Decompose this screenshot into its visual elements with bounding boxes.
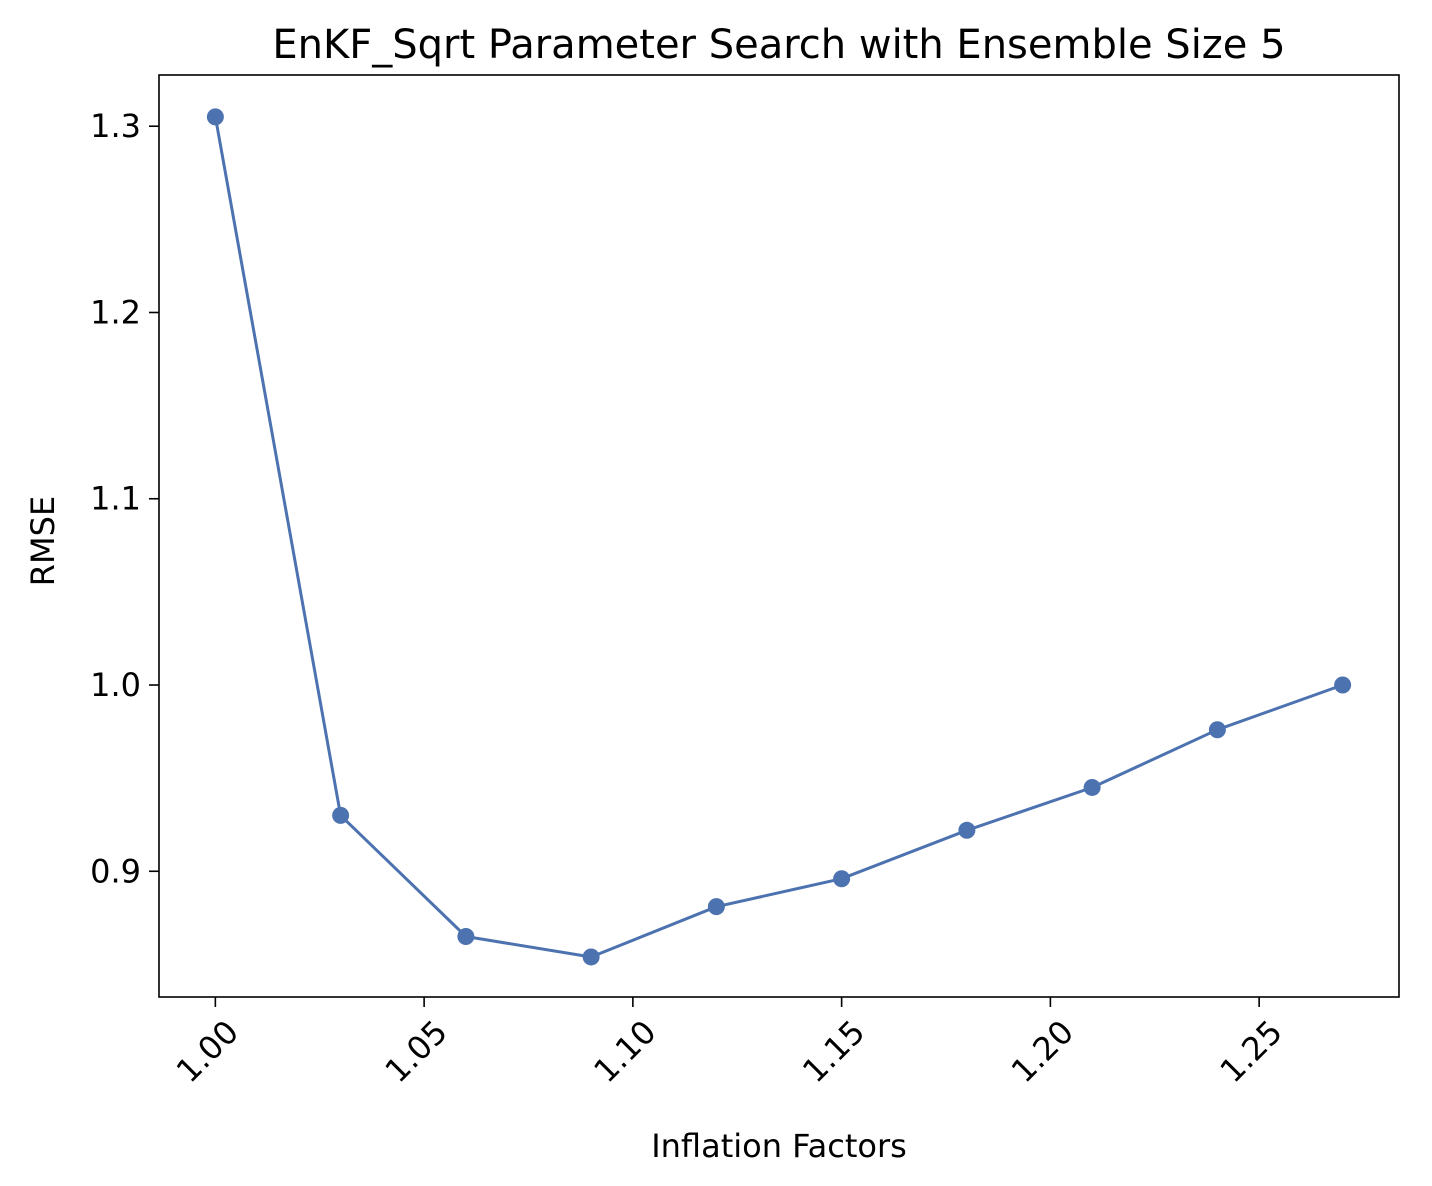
y-tick-label: 0.9	[90, 852, 141, 890]
x-tick-label: 1.25	[1213, 1013, 1290, 1090]
data-point	[958, 821, 976, 839]
x-tick-label: 1.00	[169, 1013, 246, 1090]
data-point	[332, 806, 350, 824]
data-point	[707, 898, 725, 916]
y-tick-label: 1.1	[90, 480, 141, 518]
data-point	[1334, 676, 1352, 694]
y-axis-ticks: 0.9 1.0 1.1 1.2 1.3	[90, 107, 159, 890]
y-tick-label: 1.0	[90, 666, 141, 704]
data-point	[1208, 721, 1226, 739]
x-tick-label: 1.05	[377, 1013, 454, 1090]
y-tick-label: 1.2	[90, 293, 141, 331]
x-axis-ticks: 1.00 1.05 1.10 1.15 1.20 1.25	[169, 997, 1290, 1090]
x-axis-label: Inflation Factors	[651, 1127, 907, 1165]
x-tick-label: 1.20	[1004, 1013, 1081, 1090]
x-tick-label: 1.15	[795, 1013, 872, 1090]
chart-title: EnKF_Sqrt Parameter Search with Ensemble…	[272, 22, 1285, 68]
data-point	[206, 108, 224, 126]
x-tick-label: 1.10	[586, 1013, 663, 1090]
data-point	[582, 948, 600, 966]
data-point	[1083, 778, 1101, 796]
series-layer	[206, 108, 1352, 966]
series-line	[213, 116, 1344, 959]
data-point	[457, 927, 475, 945]
y-axis-label: RMSE	[24, 496, 62, 586]
y-tick-label: 1.3	[90, 107, 141, 145]
plot-area-frame	[158, 74, 1400, 998]
data-point	[833, 870, 851, 888]
